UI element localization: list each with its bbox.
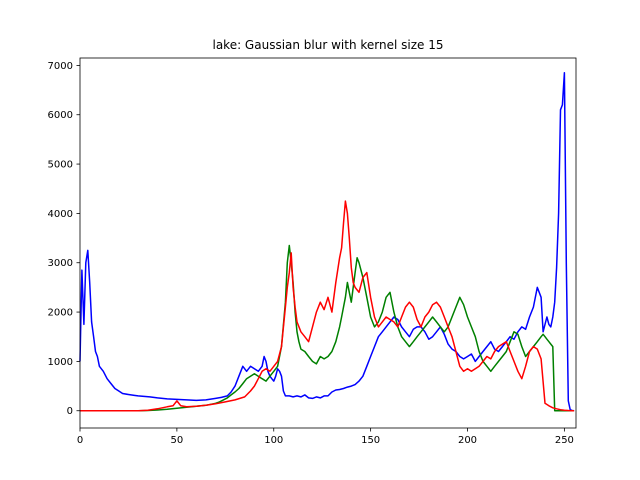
x-tick-label: 200 xyxy=(458,435,477,446)
y-tick-label: 2000 xyxy=(48,308,73,319)
y-tick-label: 6000 xyxy=(48,110,73,121)
series-line-1 xyxy=(80,244,575,412)
plot-border xyxy=(79,57,577,429)
y-tick-label: 3000 xyxy=(48,258,73,269)
plot-frame xyxy=(80,58,576,428)
chart-title: lake: Gaussian blur with kernel size 15 xyxy=(212,38,443,52)
x-tick-label: 0 xyxy=(77,435,83,446)
y-tick-label: 1000 xyxy=(48,357,73,368)
x-tick-label: 250 xyxy=(555,435,574,446)
y-axis: 0 1000 2000 3000 4000 5000 6000 7000 xyxy=(48,61,80,417)
plot-area xyxy=(79,57,577,429)
series-line-2 xyxy=(80,200,575,412)
series-line-0 xyxy=(79,72,575,412)
x-tick-label: 150 xyxy=(361,435,380,446)
x-axis: 0 50 100 150 200 250 xyxy=(77,428,574,446)
x-tick-label: 50 xyxy=(171,435,184,446)
y-tick-label: 0 xyxy=(67,406,73,417)
x-tick-label: 100 xyxy=(264,435,283,446)
series-layer xyxy=(79,72,575,412)
y-tick-label: 4000 xyxy=(48,209,73,220)
y-tick-label: 7000 xyxy=(48,61,73,72)
y-tick-label: 5000 xyxy=(48,160,73,171)
